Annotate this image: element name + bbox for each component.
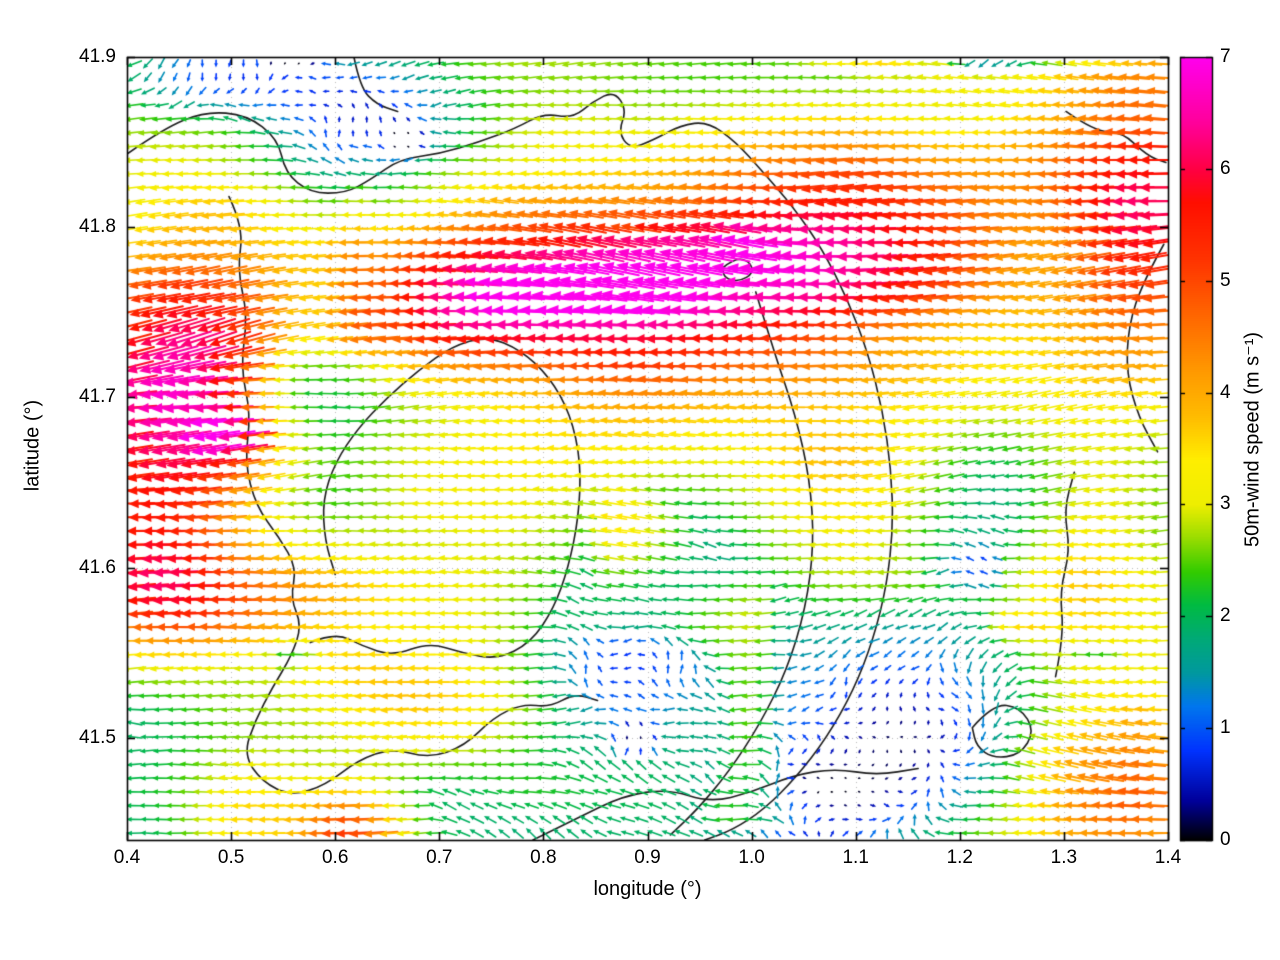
x-tick-label: 1.0 [738, 847, 765, 868]
x-tick-label: 0.7 [426, 847, 453, 868]
x-tick-label: 1.3 [1050, 847, 1078, 868]
x-tick-label: 1.4 [1154, 847, 1182, 868]
y-tick-label: 41.7 [79, 386, 116, 408]
y-tick-label: 41.5 [79, 726, 116, 748]
colorbar-tick-label: 3 [1220, 493, 1231, 515]
x-tick-label: 1.2 [946, 847, 973, 868]
colorbar-tick-label: 1 [1220, 717, 1231, 739]
y-tick-label: 41.8 [79, 216, 116, 238]
colorbar-label: 50m-wind speed (m s⁻¹) [1241, 331, 1264, 548]
x-tick-label: 1.1 [842, 847, 869, 868]
x-axis-label: longitude (°) [593, 878, 702, 900]
colorbar-tick-label: 4 [1220, 381, 1231, 403]
y-tick-label: 41.9 [79, 46, 116, 67]
x-tick-label: 0.6 [321, 847, 349, 868]
colorbar-tick-label: 6 [1220, 157, 1231, 179]
y-axis-label: latitude (°) [21, 399, 44, 492]
colorbar-tick-label: 2 [1220, 605, 1231, 627]
y-tick-label: 41.6 [79, 556, 116, 578]
x-tick-label: 0.4 [113, 847, 141, 868]
colorbar-tick-label: 7 [1220, 46, 1231, 67]
x-tick-label: 0.5 [217, 847, 245, 868]
x-tick-label: 0.9 [634, 847, 661, 868]
colorbar-tick-label: 5 [1220, 269, 1231, 291]
x-tick-label: 0.8 [530, 847, 557, 868]
colorbar-tick-label: 0 [1220, 829, 1231, 850]
